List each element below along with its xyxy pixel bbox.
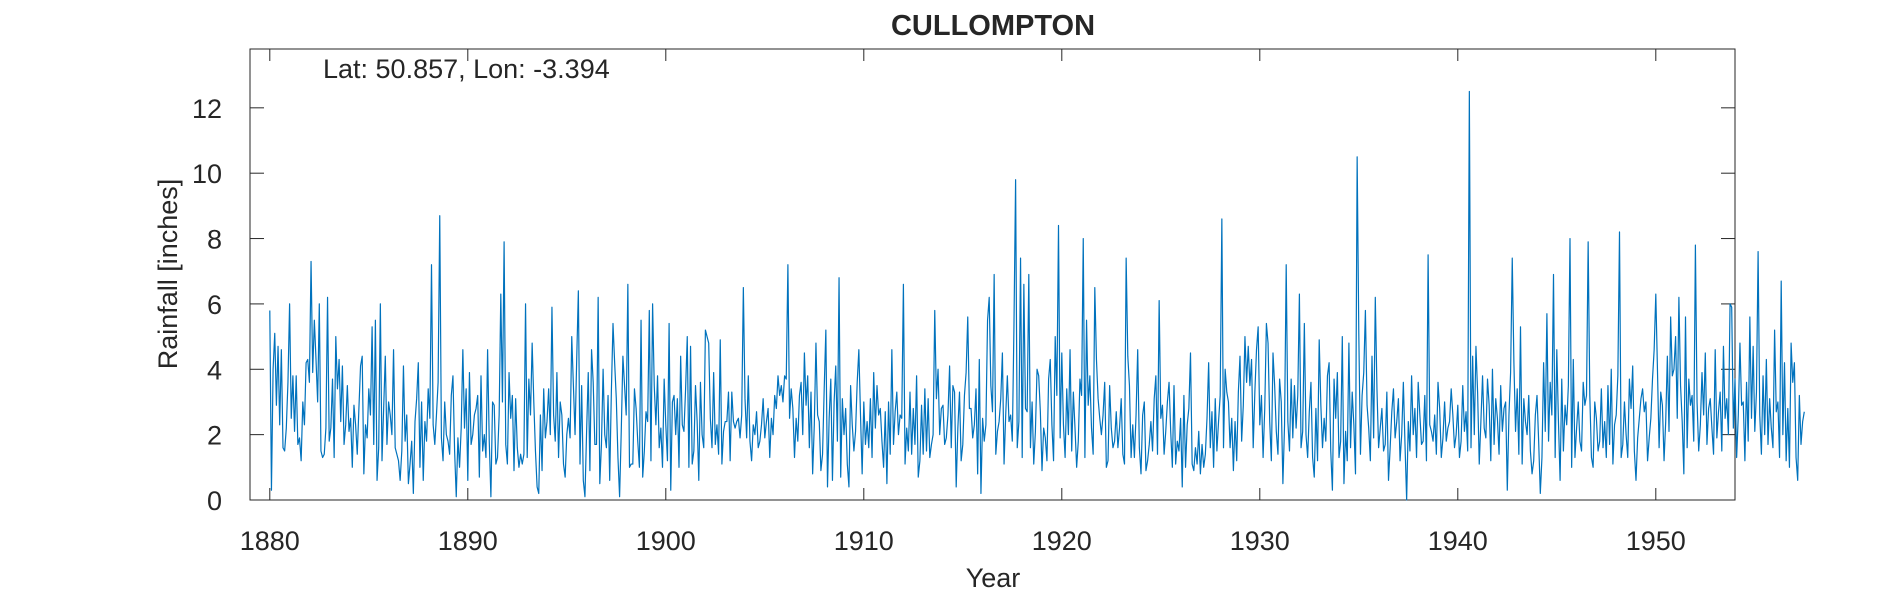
x-tick-label-1950: 1950 bbox=[1626, 526, 1686, 556]
x-tick-label-1900: 1900 bbox=[636, 526, 696, 556]
y-tick-label-2: 2 bbox=[207, 421, 222, 451]
rainfall-series-line bbox=[269, 90, 1805, 501]
x-tick-label-1920: 1920 bbox=[1032, 526, 1092, 556]
x-axis: 1880 1890 1900 1910 1920 1930 1940 1950 bbox=[240, 49, 1686, 556]
y-tick-label-10: 10 bbox=[192, 159, 222, 189]
y-tick-label-6: 6 bbox=[207, 290, 222, 320]
y-axis-label: Rainfall [inches] bbox=[153, 179, 183, 370]
x-axis-label: Year bbox=[966, 563, 1021, 591]
y-tick-label-0: 0 bbox=[207, 486, 222, 516]
y-tick-label-8: 8 bbox=[207, 225, 222, 255]
y-axis: 0 2 4 6 8 10 12 bbox=[192, 94, 1735, 516]
chart-title: CULLOMPTON bbox=[891, 10, 1095, 42]
location-annotation: Lat: 50.857, Lon: -3.394 bbox=[323, 54, 610, 84]
y-tick-label-4: 4 bbox=[207, 355, 222, 385]
x-tick-label-1880: 1880 bbox=[240, 526, 300, 556]
x-tick-label-1940: 1940 bbox=[1428, 526, 1488, 556]
plot-area bbox=[249, 48, 1736, 501]
x-tick-label-1930: 1930 bbox=[1230, 526, 1290, 556]
x-tick-label-1910: 1910 bbox=[834, 526, 894, 556]
x-tick-label-1890: 1890 bbox=[438, 526, 498, 556]
axes-frame bbox=[249, 48, 1736, 501]
y-tick-label-12: 12 bbox=[192, 94, 222, 124]
